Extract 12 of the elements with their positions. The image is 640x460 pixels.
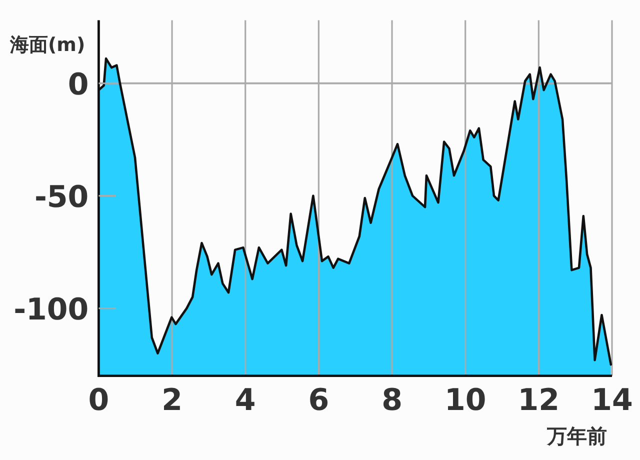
y-tick-label: 0 (68, 67, 89, 102)
x-tick-label: 10 (444, 383, 486, 418)
y-tick-label: -50 (34, 180, 89, 215)
x-tick-label: 2 (162, 383, 182, 418)
ylabel: 海面(m) (10, 34, 86, 56)
y-tick-label: -100 (14, 292, 89, 328)
x-tick-label: 14 (591, 383, 633, 418)
x-tick-label: 8 (382, 383, 402, 418)
x-tick-label: 4 (234, 383, 256, 418)
x-tick-label: 6 (308, 383, 330, 418)
x-tick-label: 12 (518, 383, 560, 418)
xlabel: 万年前 (547, 424, 607, 448)
